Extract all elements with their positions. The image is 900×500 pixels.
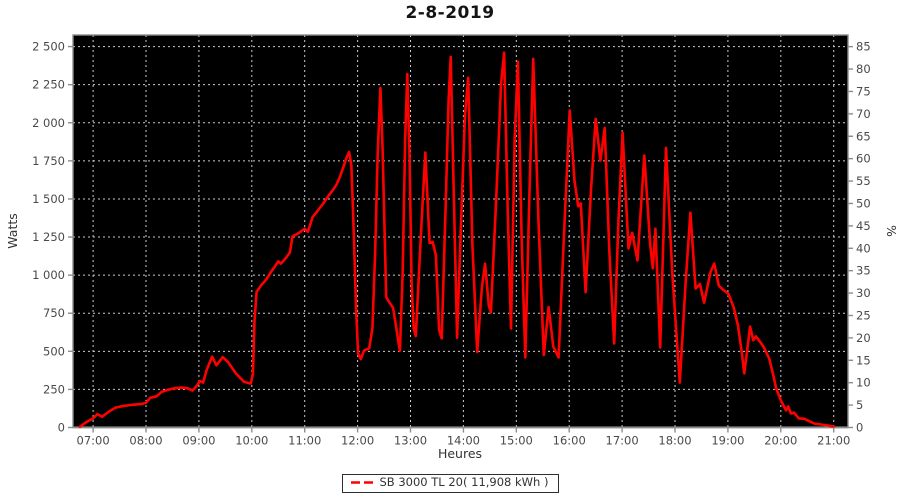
y2-axis-tick-label: 60 xyxy=(856,152,871,166)
y-axis-tick-label: 500 xyxy=(43,344,65,358)
legend-box: SB 3000 TL 20( 11,908 kWh ) xyxy=(341,474,559,493)
y2-axis-tick-label: 75 xyxy=(856,84,871,98)
legend-label: SB 3000 TL 20( 11,908 kWh ) xyxy=(379,475,549,489)
y2-axis-tick-label: 80 xyxy=(856,62,871,76)
y2-axis-tick-label: 35 xyxy=(856,264,871,278)
y2-axis-tick-label: 70 xyxy=(856,107,871,121)
x-axis-tick-label: 08:00 xyxy=(129,434,162,448)
y2-axis-tick-label: 25 xyxy=(856,308,871,322)
y2-axis-tick-label: 45 xyxy=(856,219,871,233)
y2-axis-tick-label: 30 xyxy=(856,286,871,300)
plot-border xyxy=(72,34,849,429)
y2-axis-tick-label: 65 xyxy=(856,129,871,143)
x-axis-tick-label: 10:00 xyxy=(235,434,268,448)
y2-axis-tick-label: 15 xyxy=(856,353,871,367)
series-line xyxy=(78,51,836,429)
y-axis-tick-label: 1 000 xyxy=(32,268,65,282)
x-axis-tick-label: 11:00 xyxy=(288,434,321,448)
y2-axis-tick-label: 5 xyxy=(856,398,863,412)
y-axis-tick-label: 2 500 xyxy=(32,40,65,54)
legend-series-marker-icon xyxy=(350,481,375,485)
x-axis-tick-label: 20:00 xyxy=(764,434,797,448)
y-axis-tick-label: 2 250 xyxy=(32,78,65,92)
x-axis-tick-label: 17:00 xyxy=(606,434,639,448)
chart-title: 2-8-2019 xyxy=(405,3,495,23)
x-axis-tick-label: 14:00 xyxy=(447,434,480,448)
x-axis-tick-label: 13:00 xyxy=(394,434,427,448)
y2-axis-tick-label: 55 xyxy=(856,174,871,188)
x-axis-tick-label: 15:00 xyxy=(500,434,533,448)
legend: SB 3000 TL 20( 11,908 kWh ) xyxy=(0,474,900,493)
y2-axis-tick-label: 0 xyxy=(856,421,863,435)
x-axis-tick-label: 21:00 xyxy=(817,434,850,448)
y-axis-tick-label: 0 xyxy=(58,421,65,435)
x-axis-title: Heures xyxy=(438,446,482,461)
y-axis-tick-label: 1 750 xyxy=(32,154,65,168)
y-axis-tick-label: 250 xyxy=(43,382,65,396)
x-axis-tick-label: 18:00 xyxy=(658,434,691,448)
y-axis-tick-label: 2 000 xyxy=(32,116,65,130)
y2-axis-title: % xyxy=(884,225,899,237)
y2-axis-tick-label: 85 xyxy=(856,40,871,54)
x-axis-tick-label: 07:00 xyxy=(77,434,110,448)
y2-axis-tick-label: 40 xyxy=(856,241,871,255)
x-axis-tick-label: 09:00 xyxy=(182,434,215,448)
y2-axis-tick-label: 20 xyxy=(856,331,871,345)
x-axis-tick-label: 19:00 xyxy=(711,434,744,448)
y-axis-tick-label: 750 xyxy=(43,306,65,320)
y-axis-tick-label: 1 500 xyxy=(32,192,65,206)
x-axis-tick-label: 16:00 xyxy=(553,434,586,448)
x-axis-tick-label: 12:00 xyxy=(341,434,374,448)
y2-axis-tick-label: 10 xyxy=(856,376,871,390)
y-axis-title: Watts xyxy=(5,213,20,249)
y2-axis-tick-label: 50 xyxy=(856,196,871,210)
y-axis-tick-label: 1 250 xyxy=(32,230,65,244)
